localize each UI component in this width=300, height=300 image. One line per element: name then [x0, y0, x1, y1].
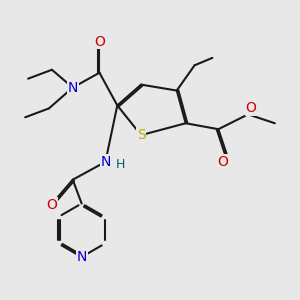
Text: S: S [137, 128, 146, 142]
Text: O: O [218, 155, 228, 169]
Text: O: O [246, 101, 256, 116]
Text: N: N [76, 250, 87, 264]
Text: N: N [68, 81, 78, 94]
Text: H: H [116, 158, 125, 171]
Text: O: O [46, 198, 57, 212]
Text: N: N [100, 155, 111, 169]
Text: O: O [94, 34, 105, 49]
